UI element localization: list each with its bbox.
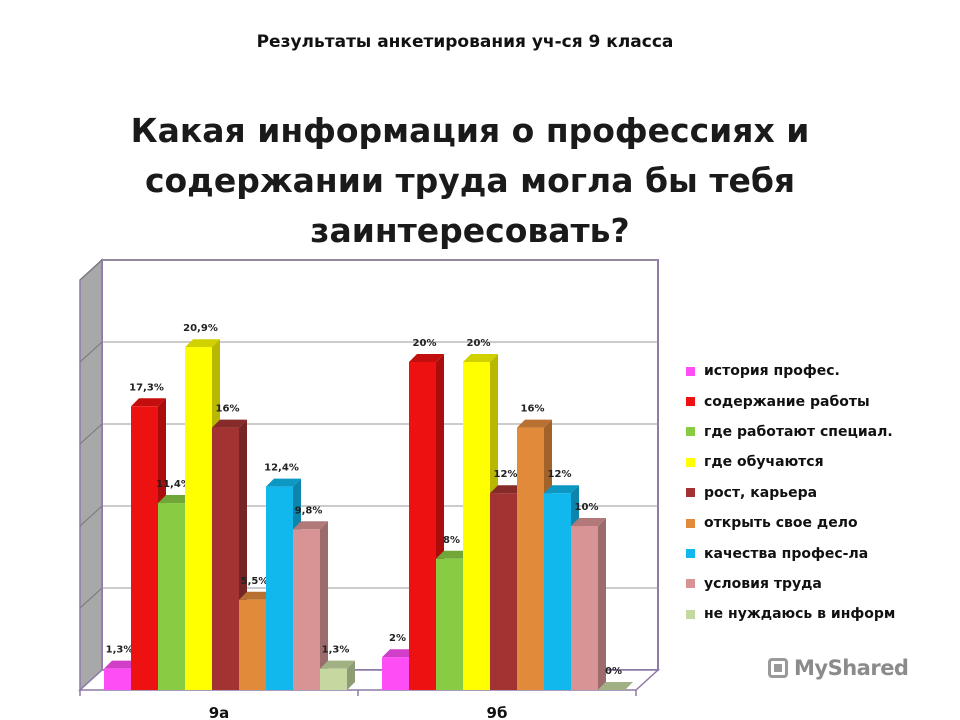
bar-side: [320, 521, 328, 690]
bar: [544, 493, 571, 690]
bar-top: [104, 660, 139, 669]
legend-label: история профес.: [704, 363, 840, 380]
legend-item: качества профес-ла: [686, 538, 956, 568]
data-label: 20%: [467, 338, 491, 349]
bar: [320, 668, 347, 690]
legend-label: где обучаются: [704, 454, 824, 471]
data-label: 1,3%: [106, 645, 134, 656]
bar-top: [293, 521, 328, 530]
bar-top: [185, 339, 220, 348]
legend-item: где обучаются: [686, 447, 956, 477]
data-label: 20%: [413, 338, 437, 349]
bar-top: [382, 649, 417, 658]
bar-top: [239, 591, 274, 600]
bar-top: [436, 550, 471, 559]
legend-item: не нуждаюсь в информ: [686, 599, 956, 629]
bar: [382, 657, 409, 690]
bar-top: [409, 354, 444, 362]
legend-label: содержание работы: [704, 393, 870, 410]
bar: [293, 529, 320, 690]
legend-label: рост, карьера: [704, 484, 818, 501]
data-label: 0%: [605, 666, 622, 677]
data-label: 17,3%: [129, 382, 164, 393]
legend-item: открыть свое дело: [686, 508, 956, 538]
bar: [490, 493, 517, 690]
legend-label: открыть свое дело: [704, 515, 858, 532]
legend-label: качества профес-ла: [704, 545, 869, 562]
data-label: 2%: [389, 633, 406, 644]
gridline-side: [79, 587, 103, 609]
legend-swatch: [686, 488, 695, 498]
legend-item: история профес.: [686, 356, 956, 386]
bar: [185, 347, 212, 690]
legend-swatch: [686, 457, 695, 467]
bar: [436, 558, 463, 690]
bar: [463, 362, 490, 690]
bar-top: [266, 478, 301, 487]
data-label: 12%: [548, 469, 572, 480]
gridline-side: [79, 259, 103, 281]
bar: [571, 526, 598, 690]
legend-swatch: [686, 366, 695, 376]
data-label: 12%: [494, 469, 518, 480]
chart-legend: история профес. содержание работы где рабо…: [686, 356, 956, 630]
bar-top: [571, 518, 606, 526]
bar-top: [131, 398, 166, 407]
data-label: 8%: [443, 535, 460, 546]
myshared-logo-icon: [768, 658, 788, 678]
bar-side: [598, 518, 606, 690]
legend-swatch: [686, 427, 695, 437]
bar-top: [463, 354, 498, 362]
data-label: 11,4%: [156, 479, 191, 490]
legend-item: рост, карьера: [686, 478, 956, 508]
data-label: 9,8%: [295, 505, 323, 516]
chart-title: Какая информация о профессиях и содержан…: [130, 111, 810, 250]
data-label: 10%: [575, 502, 599, 513]
bar-top: [598, 682, 633, 690]
bar: [104, 668, 131, 690]
watermark-text: MyShared: [794, 656, 909, 680]
bar: [158, 503, 185, 690]
gridline-side: [79, 423, 103, 445]
data-label: 12,4%: [264, 463, 299, 474]
bar: [131, 406, 158, 690]
data-label: 20,9%: [183, 323, 218, 334]
data-label: 5,5%: [241, 576, 269, 587]
bar-side: [347, 660, 355, 690]
chart-subtitle: Результаты анкетирования уч-ся 9 класса: [256, 32, 674, 52]
watermark: MyShared: [768, 656, 909, 680]
x-tick-label: 9б: [487, 704, 508, 720]
gridline-side: [79, 505, 103, 527]
gridline-side: [79, 341, 103, 363]
bar: [409, 362, 436, 690]
legend-item: условия труда: [686, 569, 956, 599]
legend-label: условия труда: [704, 575, 822, 592]
bar-top: [490, 485, 525, 494]
bar-top: [320, 660, 355, 669]
bar: [239, 599, 266, 690]
x-tick-label: 9а: [209, 704, 230, 720]
bar-top: [212, 419, 247, 428]
bar-top: [517, 419, 552, 428]
legend-swatch: [686, 549, 695, 559]
legend-swatch: [686, 579, 695, 589]
legend-swatch: [686, 518, 695, 528]
legend-label: где работают специал.: [704, 423, 893, 440]
bar: [266, 486, 293, 690]
data-label: 16%: [521, 404, 545, 415]
bar-top: [158, 495, 193, 504]
data-label: 16%: [216, 404, 240, 415]
legend-item: содержание работы: [686, 386, 956, 416]
legend-swatch: [686, 397, 695, 407]
plot-side-wall: [79, 258, 103, 692]
data-label: 1,3%: [322, 645, 350, 656]
legend-item: где работают специал.: [686, 417, 956, 447]
legend-swatch: [686, 609, 695, 619]
bar: [212, 427, 239, 690]
bar-top: [544, 485, 579, 494]
bar: [517, 427, 544, 690]
legend-label: не нуждаюсь в информ: [704, 606, 896, 623]
